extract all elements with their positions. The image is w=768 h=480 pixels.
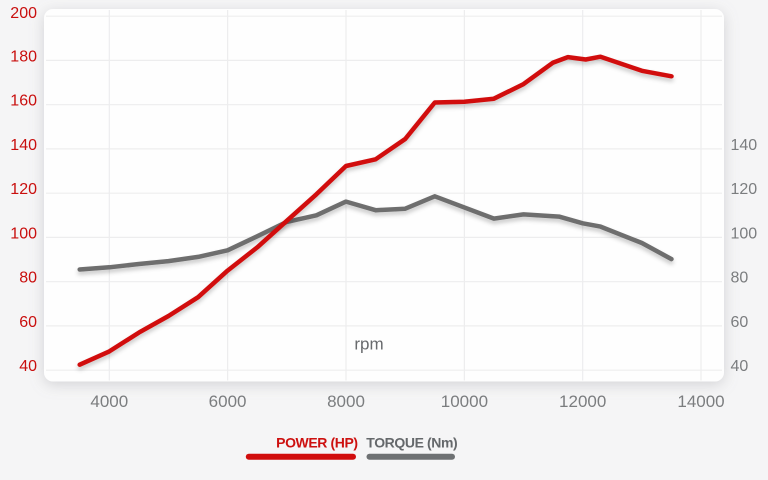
- svg-text:100: 100: [10, 225, 37, 242]
- svg-text:140: 140: [731, 137, 758, 154]
- svg-text:140: 140: [10, 137, 37, 154]
- svg-text:12000: 12000: [559, 392, 606, 411]
- svg-text:160: 160: [10, 93, 37, 110]
- svg-text:14000: 14000: [677, 392, 724, 411]
- svg-text:120: 120: [10, 181, 37, 198]
- svg-text:POWER (HP): POWER (HP): [276, 434, 358, 450]
- svg-text:40: 40: [19, 358, 37, 375]
- svg-text:10000: 10000: [441, 392, 488, 411]
- svg-text:40: 40: [731, 358, 749, 375]
- svg-text:4000: 4000: [90, 392, 128, 411]
- svg-text:60: 60: [19, 314, 37, 331]
- svg-text:TORQUE (Nm): TORQUE (Nm): [366, 434, 457, 450]
- svg-text:rpm: rpm: [354, 335, 383, 354]
- svg-text:180: 180: [10, 48, 37, 65]
- svg-text:80: 80: [731, 270, 749, 287]
- svg-text:100: 100: [731, 225, 758, 242]
- svg-text:120: 120: [731, 181, 758, 198]
- svg-text:200: 200: [10, 5, 37, 22]
- svg-text:6000: 6000: [209, 392, 247, 411]
- svg-text:60: 60: [731, 314, 749, 331]
- svg-text:8000: 8000: [327, 392, 365, 411]
- svg-text:80: 80: [19, 270, 37, 287]
